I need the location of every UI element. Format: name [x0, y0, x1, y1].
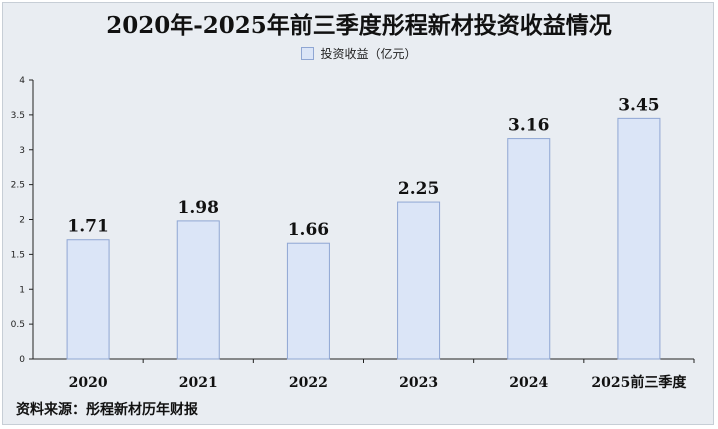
bar — [66, 239, 110, 360]
data-label: 1.71 — [67, 217, 108, 237]
y-tick-label: 1.5 — [11, 250, 25, 260]
y-tick-label: 2 — [19, 216, 25, 226]
x-tick-label: 2024 — [509, 375, 548, 391]
chart-frame — [2, 2, 714, 425]
x-tick-label: 2025前三季度 — [591, 374, 687, 391]
data-label: 1.98 — [178, 198, 219, 218]
y-tick-label: 4 — [19, 76, 25, 86]
x-tick-label: 2023 — [399, 375, 438, 391]
y-tick-label: 0.5 — [11, 320, 25, 330]
y-tick-label: 0 — [19, 355, 25, 365]
bar — [617, 117, 661, 360]
source-note: 资料来源：彤程新材历年财报 — [16, 402, 198, 418]
bar — [397, 201, 441, 360]
y-tick-label: 1 — [19, 285, 25, 295]
bar — [507, 138, 551, 360]
data-label: 2.25 — [398, 179, 439, 199]
data-label: 3.45 — [618, 95, 659, 115]
data-label: 1.66 — [288, 220, 329, 240]
y-tick-label: 2.5 — [11, 181, 25, 191]
y-tick-label: 3.5 — [11, 111, 25, 121]
x-tick-label: 2022 — [289, 375, 328, 391]
y-tick-label: 3 — [19, 146, 25, 156]
legend-label: 投资收益（亿元） — [320, 47, 417, 61]
bar — [176, 220, 220, 360]
x-tick-label: 2020 — [69, 375, 108, 391]
x-tick-label: 2021 — [179, 375, 218, 391]
legend: 投资收益（亿元） — [0, 45, 718, 62]
chart-title: 2020年-2025年前三季度彤程新材投资收益情况 — [106, 12, 612, 39]
legend-swatch — [301, 47, 315, 60]
data-label: 3.16 — [508, 116, 549, 136]
bar — [286, 242, 330, 360]
